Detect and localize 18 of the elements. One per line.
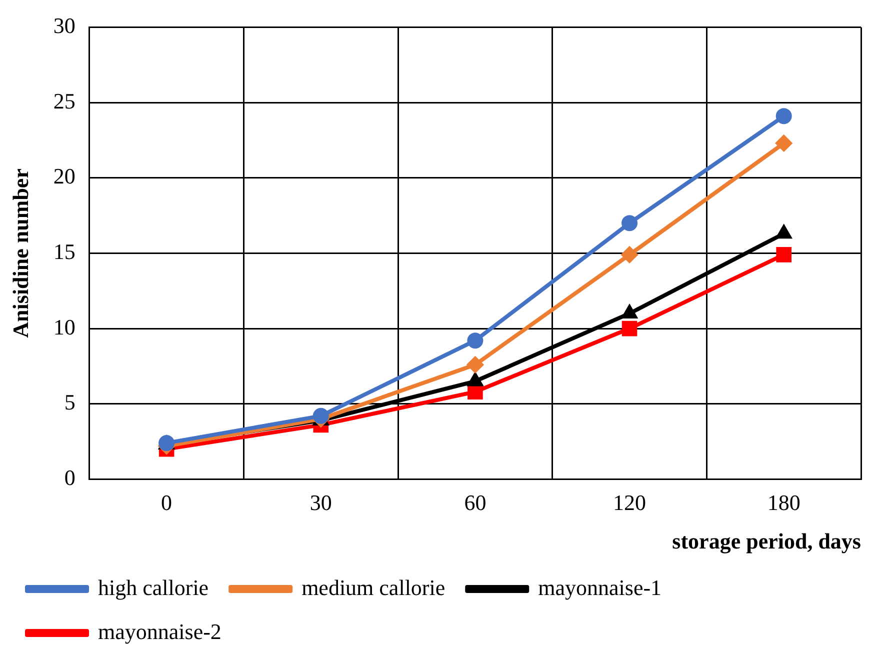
y-tick-label: 20 [53,164,76,189]
y-tick-label: 15 [53,238,76,264]
x-tick-label: 0 [161,490,172,516]
x-axis-title: storage period, days [672,528,862,554]
y-tick-label: 10 [53,314,76,340]
y-tick-label: 30 [53,12,76,38]
x-tick-label: 120 [613,490,646,516]
legend-label: high callorie [98,574,209,600]
y-tick-label: 25 [53,88,76,114]
y-tick-label: 5 [64,390,76,415]
y-tick-label: 0 [64,464,76,490]
legend-label: medium callorie [302,574,446,600]
x-tick-label: 180 [767,490,800,516]
y-axis-title: Anisidine number [8,168,33,338]
legend-label: mayonnaise-2 [98,618,222,644]
x-tick-label: 30 [310,490,332,516]
legend-label: mayonnaise-1 [538,574,662,600]
x-tick-label: 60 [464,490,486,516]
